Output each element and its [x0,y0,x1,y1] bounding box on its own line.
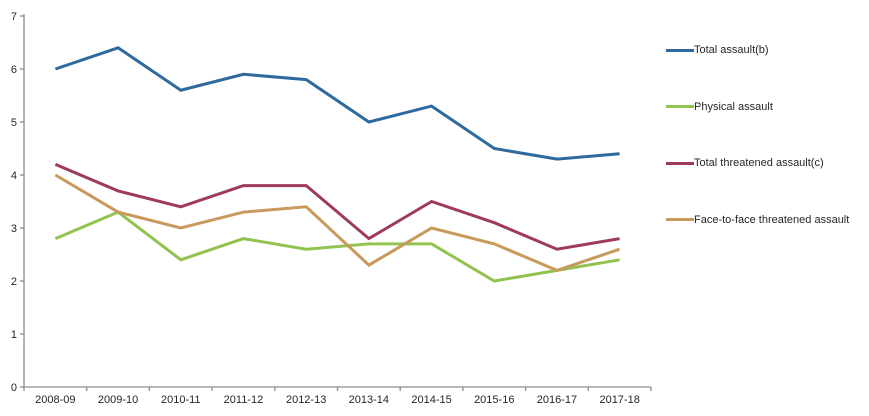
x-tick-label: 2017-18 [599,394,639,406]
legend-label: Face-to-face threatened assault [694,213,850,226]
x-tick-label: 2015-16 [474,394,514,406]
y-tick-label: 5 [11,117,17,129]
x-tick-label: 2013-14 [349,394,389,406]
y-tick-label: 4 [11,170,17,182]
x-tick-label: 2012-13 [286,394,326,406]
series-line-face-to-face-threatened-assault [54,173,621,273]
legend-swatch-physical-assault [666,105,694,108]
x-tick-label: 2008-09 [35,394,75,406]
legend-swatch-total-threatened-assault-c [666,161,694,165]
legend-item-physical-assault: Physical assault [666,100,773,114]
legend-swatch-total-assault-b [666,48,694,52]
y-tick-label: 7 [11,11,17,23]
series-line-physical-assault [54,210,620,283]
y-tick-label: 0 [11,382,17,394]
series-line-total-threatened-assault-c [54,163,620,251]
x-tick-label: 2009-10 [98,394,138,406]
y-tick-label: 6 [11,64,17,76]
legend-item-total-threatened-assault-c: Total threatened assault(c) [666,156,824,170]
x-tick-label: 2010-11 [161,394,201,406]
chart-legend: Total assault(b) Physical assault Total th… [666,0,869,416]
legend-swatch-face-to-face-threatened-assault [666,218,694,221]
x-tick-label: 2016-17 [537,394,577,406]
legend-label: Total assault(b) [694,44,769,56]
series-line-total-assault-b [54,46,620,161]
y-tick-label: 3 [11,223,17,235]
y-tick-label: 1 [11,329,17,341]
legend-item-total-assault-b: Total assault(b) [666,43,769,57]
legend-item-face-to-face-threatened-assault: Face-to-face threatened assault [666,213,849,227]
legend-label: Total threatened assault(c) [694,157,824,169]
y-tick-label: 2 [11,276,17,288]
x-tick-label: 2011-12 [224,394,264,406]
x-tick-label: 2014-15 [411,394,451,406]
legend-label: Physical assault [694,100,773,113]
